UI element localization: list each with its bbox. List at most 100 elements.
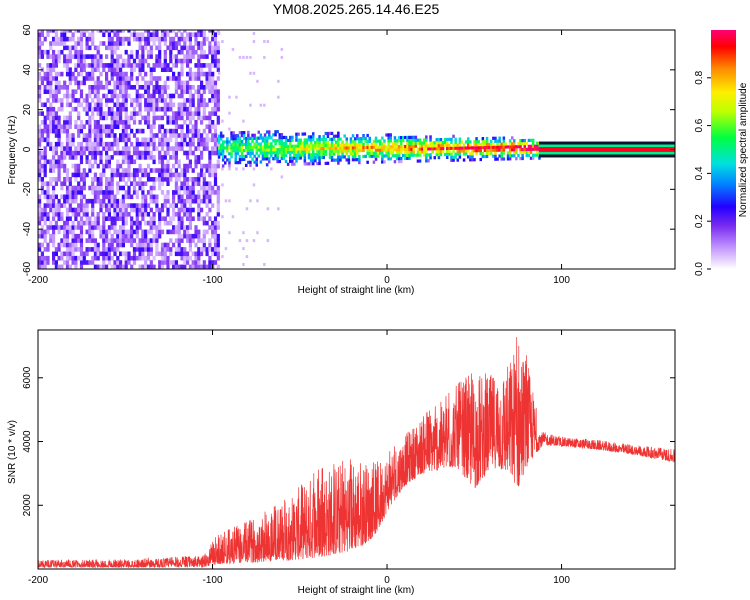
spectrogram-cell — [96, 63, 100, 68]
spectrogram-cell — [277, 207, 280, 211]
spectrogram-cell — [119, 150, 123, 156]
spectrogram-cell — [110, 120, 114, 125]
spectrogram-cell — [366, 148, 369, 152]
spectrogram-cell — [91, 76, 95, 81]
spectrogram-cell — [186, 155, 190, 160]
spectrogram-cell — [124, 212, 128, 217]
spectrogram-cell — [88, 141, 92, 147]
spectrogram-cell — [46, 225, 50, 230]
spectrogram-cell — [236, 137, 240, 141]
spectrogram-cell — [113, 115, 117, 121]
spectrogram-cell — [155, 63, 159, 68]
spectrogram-cell — [65, 58, 70, 64]
spectrogram-cell — [276, 157, 279, 161]
spectrogram-cell — [146, 54, 151, 59]
spectrogram-cell — [107, 133, 111, 138]
spectrogram-cell — [79, 207, 84, 213]
spectrogram-cell — [138, 120, 142, 125]
spectrogram-cell — [194, 41, 198, 46]
spectrogram-cell — [96, 124, 100, 129]
spectrogram-cell — [347, 158, 351, 162]
spectrogram-cell — [68, 71, 72, 77]
spectrogram-cell — [116, 106, 120, 112]
spectrogram-cell — [99, 133, 103, 138]
spectrogram-cell — [180, 102, 184, 108]
spectrogram-cell — [160, 115, 165, 121]
spectrogram-cell — [211, 76, 215, 81]
spectrogram-cell — [437, 147, 441, 151]
spectrogram-cell — [191, 137, 195, 143]
spectrogram-cell — [191, 194, 195, 200]
spectrogram-cell — [180, 85, 184, 90]
spectrogram-cell — [226, 146, 229, 150]
spectrogram-cell — [105, 115, 109, 121]
spectrogram-cell — [188, 190, 192, 195]
spectrogram-cell — [186, 85, 190, 90]
spectrogram-cell — [213, 177, 218, 182]
spectrogram-cell — [441, 143, 445, 148]
spectrogram-cell — [316, 147, 319, 151]
spectrogram-cell — [135, 89, 139, 94]
spectrogram-cell — [249, 160, 252, 164]
spectrogram-cell — [169, 58, 173, 64]
spectrogram-cell — [353, 152, 357, 156]
spectrogram-cell — [511, 154, 514, 158]
spectrogram-cell — [124, 172, 128, 178]
spectrogram-cell — [88, 102, 92, 108]
spectrogram-cell — [149, 32, 153, 37]
spectrogram-cell — [174, 137, 178, 143]
spectrogram-cell — [135, 128, 139, 134]
spectrogram-cell — [77, 172, 81, 178]
spectrogram-cell — [88, 216, 92, 221]
spectrogram-cell — [107, 207, 111, 213]
spectrogram-cell — [160, 85, 165, 90]
spectrogram-cell — [85, 137, 89, 143]
spectrogram-cell — [174, 203, 178, 208]
spectrogram-cell — [202, 98, 206, 103]
spectrogram-cell — [146, 255, 151, 261]
spectrogram-cell — [228, 146, 231, 150]
spectrogram-cell — [85, 133, 89, 138]
spectrogram-cell — [88, 238, 92, 243]
spectrogram-cell — [60, 216, 64, 221]
spectrogram-cell — [91, 63, 95, 68]
spectrogram-cell — [216, 120, 220, 125]
spectrogram-cell — [149, 150, 153, 156]
spectrogram-cell — [245, 142, 248, 146]
spectrogram-cell — [135, 150, 139, 156]
spectrogram-cell — [318, 153, 321, 157]
spectrogram-cell — [102, 141, 106, 147]
spectrogram-cell — [71, 247, 75, 252]
spectrogram-cell — [141, 181, 145, 186]
spectrogram-cell — [102, 203, 106, 208]
spectrogram-cell — [188, 203, 192, 208]
spectrogram-cells — [38, 30, 675, 269]
spectrogram-cell — [389, 151, 392, 155]
spectrogram-cell — [138, 225, 142, 230]
spectrogram-cell — [349, 143, 353, 147]
spectrogram-cell — [286, 138, 290, 142]
spectrogram-cell — [155, 207, 159, 213]
spectrogram-cell — [138, 251, 142, 257]
spectrogram-cell — [188, 264, 192, 269]
spectrogram-cell — [105, 133, 109, 138]
spectrogram-cell — [211, 106, 215, 112]
spectrogram-cell — [513, 154, 516, 158]
spectrogram-cell — [282, 153, 286, 158]
spectrogram-cell — [43, 233, 47, 239]
spectrogram-cell — [513, 142, 516, 146]
spectrogram-cell — [99, 137, 103, 143]
spectrogram-cell — [91, 54, 95, 59]
spectrogram-cell — [427, 147, 430, 151]
spectrogram-cell — [253, 154, 256, 158]
spectrogram-cell — [202, 172, 206, 178]
spectrogram-cell — [116, 172, 120, 178]
spectrogram-cell — [216, 63, 220, 68]
spectrogram-cell — [372, 151, 376, 155]
spectrogram-cell — [531, 144, 535, 148]
spectrogram-cell — [194, 111, 198, 116]
spectrogram-cell — [46, 216, 50, 221]
spectrogram-cell — [213, 128, 218, 134]
spectrogram-cell — [508, 145, 512, 149]
spectrogram-cell — [282, 150, 286, 155]
